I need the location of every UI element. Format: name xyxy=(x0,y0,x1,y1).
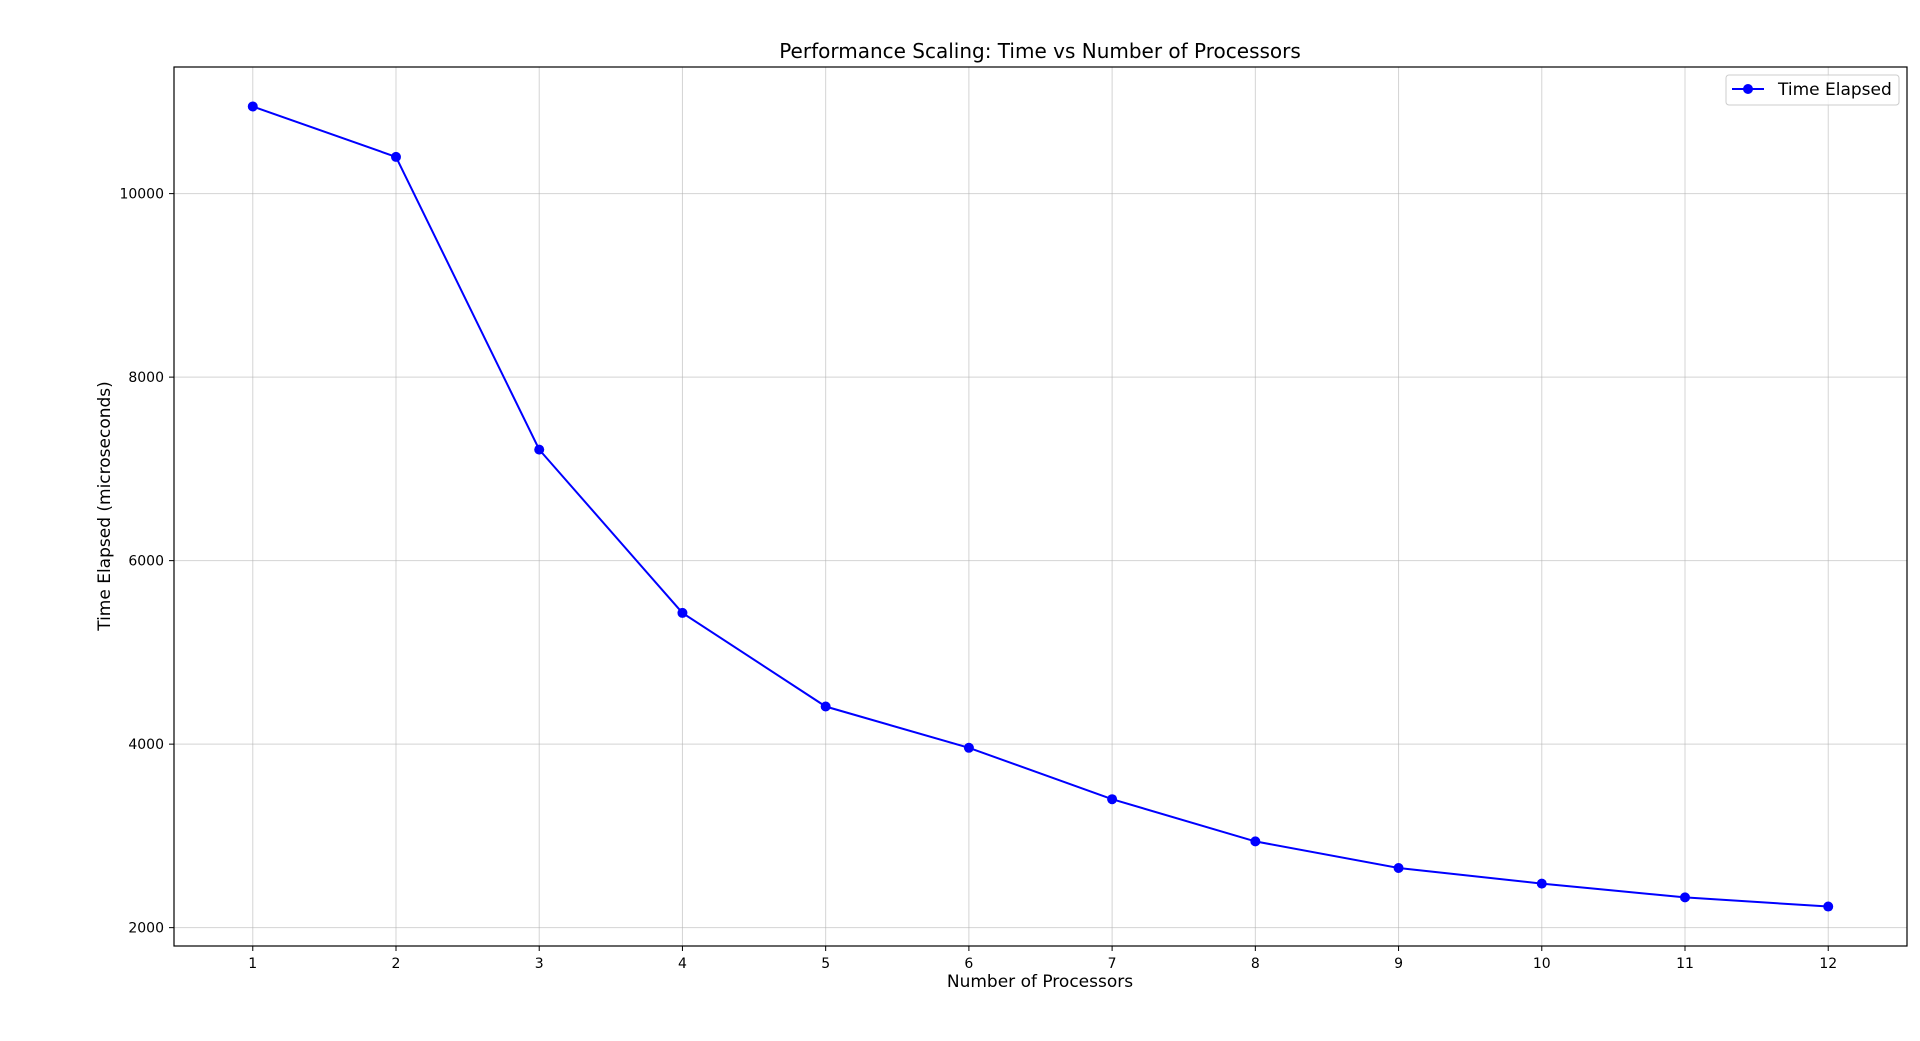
x-axis-label: Number of Processors xyxy=(947,972,1133,992)
chart-title: Performance Scaling: Time vs Number of P… xyxy=(779,39,1301,63)
data-point xyxy=(677,607,688,618)
data-point xyxy=(534,444,545,455)
legend-box xyxy=(1725,74,1900,106)
y-tick-label: 2000 xyxy=(128,921,164,937)
series-line xyxy=(252,105,1829,908)
y-tick-label: 10000 xyxy=(119,187,164,203)
x-tick-label: 9 xyxy=(1394,956,1403,972)
data-point xyxy=(1823,901,1834,912)
x-tick-label: 7 xyxy=(1108,956,1117,972)
data-point xyxy=(1680,892,1691,903)
data-point xyxy=(963,742,974,753)
x-tick-label: 12 xyxy=(1819,956,1837,972)
legend-point-marker xyxy=(1743,84,1753,94)
data-point xyxy=(820,701,831,712)
legend-label: Time Elapsed xyxy=(1777,80,1892,100)
data-point xyxy=(1250,836,1261,847)
data-point xyxy=(1107,794,1118,805)
y-tick-label: 6000 xyxy=(128,554,164,570)
grid-lines xyxy=(174,67,1907,946)
plot-frame xyxy=(173,66,1908,947)
data-point xyxy=(247,101,258,112)
data-point xyxy=(1536,878,1547,889)
y-axis-label: Time Elapsed (microseconds) xyxy=(95,381,115,632)
x-tick-label: 8 xyxy=(1251,956,1260,972)
data-point xyxy=(1393,863,1404,874)
x-tick-label: 11 xyxy=(1676,956,1694,972)
data-point xyxy=(390,151,401,162)
series-layer xyxy=(247,101,1834,912)
x-tick-label: 3 xyxy=(535,956,544,972)
x-tick-label: 6 xyxy=(964,956,973,972)
x-tick-label: 2 xyxy=(392,956,401,972)
y-tick-label: 8000 xyxy=(128,370,164,386)
x-tick-label: 10 xyxy=(1533,956,1551,972)
x-tick-label: 4 xyxy=(678,956,687,972)
x-tick-label: 1 xyxy=(248,956,257,972)
text-layer: Performance Scaling: Time vs Number of P… xyxy=(95,39,1301,992)
legend: Time Elapsed xyxy=(1725,74,1900,106)
x-tick-label: 5 xyxy=(821,956,830,972)
y-tick-label: 4000 xyxy=(128,737,164,753)
